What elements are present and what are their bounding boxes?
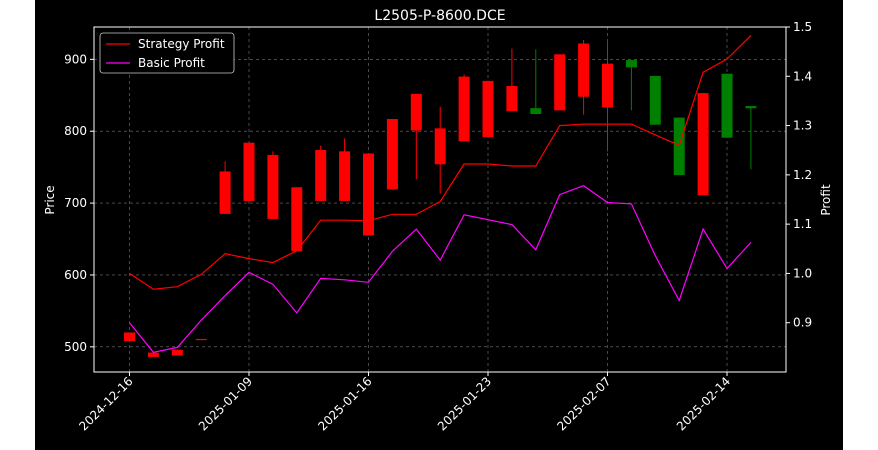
candle-body-20 — [602, 63, 613, 108]
y-right-tick-label-0: 0.9 — [793, 316, 812, 330]
y-right-tick-label-4: 1.3 — [793, 119, 812, 133]
series-line-1 — [129, 185, 752, 353]
x-tick-label-5: 2025-02-14 — [674, 374, 733, 433]
candle-body-24 — [697, 93, 709, 196]
candle-body-17 — [530, 108, 542, 114]
candle-layer — [124, 39, 757, 357]
chart-title: L2505-P-8600.DCE — [374, 8, 505, 24]
candle-body-2 — [171, 349, 183, 356]
figure-background — [35, 0, 843, 450]
plot-frame — [93, 26, 787, 373]
candle-body-21 — [625, 60, 637, 68]
y-right-tick-label-3: 1.2 — [793, 168, 812, 182]
candle-body-5 — [243, 142, 255, 201]
candle-body-10 — [363, 153, 374, 236]
y-axis-left-label: Price — [43, 185, 57, 214]
candle-body-23 — [673, 117, 685, 176]
line-layer — [129, 34, 752, 353]
candle-body-18 — [554, 54, 566, 111]
grid-layer — [94, 27, 786, 372]
y-right-tick-label-5: 1.4 — [793, 69, 812, 83]
x-tick-label-0: 2024-12-16 — [76, 374, 135, 433]
candle-body-12 — [410, 93, 422, 131]
y-left-tick-label-2: 700 — [64, 196, 87, 210]
y-axis-right-label: Profit — [819, 184, 833, 216]
candle-body-25 — [721, 73, 733, 138]
candle-body-13 — [434, 128, 446, 165]
candle-body-7 — [291, 187, 303, 252]
candle-body-1 — [147, 352, 159, 357]
legend-basic-label: Basic Profit — [138, 56, 205, 70]
y-right-tick-label-2: 1.1 — [793, 217, 812, 231]
candle-body-9 — [339, 151, 351, 201]
candle-body-6 — [267, 154, 279, 219]
candle-body-16 — [506, 85, 518, 112]
y-left-tick-label-1: 600 — [64, 268, 87, 282]
candle-body-26 — [745, 106, 757, 109]
candle-body-15 — [482, 80, 494, 137]
x-tick-label-3: 2025-01-23 — [435, 374, 494, 433]
y-right-tick-label-1: 1.0 — [793, 266, 812, 280]
candle-body-11 — [386, 119, 398, 190]
legend: Strategy Profit Basic Profit — [99, 32, 235, 74]
x-tick-label-1: 2025-01-09 — [196, 374, 255, 433]
candle-body-0 — [124, 332, 135, 342]
candle-body-14 — [458, 76, 470, 142]
series-line-0 — [129, 34, 752, 290]
legend-strategy-label: Strategy Profit — [138, 37, 225, 51]
legend-box — [99, 32, 235, 74]
candle-body-4 — [219, 171, 231, 214]
candle-body-8 — [315, 149, 327, 201]
y-left-tick-label-4: 900 — [64, 52, 87, 66]
y-left-tick-label-3: 800 — [64, 124, 87, 138]
y-left-tick-label-0: 500 — [64, 340, 87, 354]
x-tick-label-2: 2025-01-16 — [315, 374, 374, 433]
candle-body-3 — [195, 338, 207, 341]
candle-body-22 — [649, 75, 661, 125]
y-right-tick-label-6: 1.5 — [793, 20, 812, 34]
x-tick-label-4: 2025-02-07 — [554, 374, 613, 433]
candle-body-19 — [578, 43, 590, 97]
